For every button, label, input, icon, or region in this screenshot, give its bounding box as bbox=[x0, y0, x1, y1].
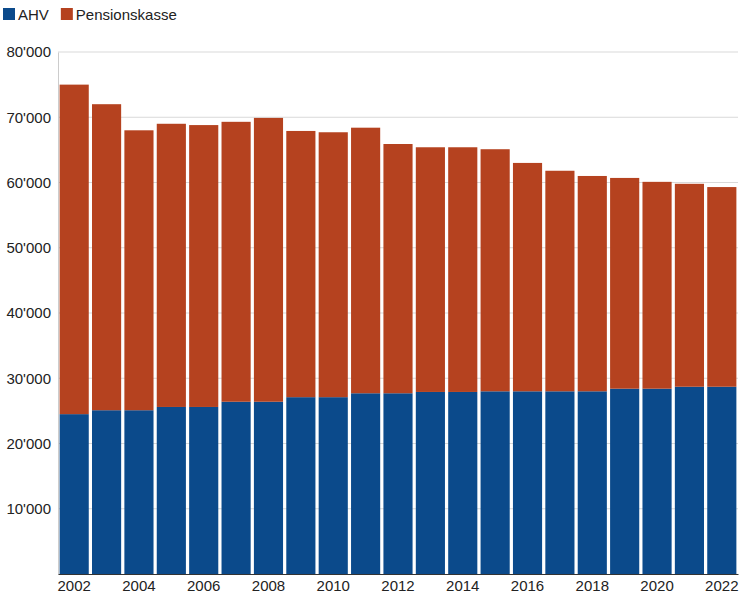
y-tick-label: 80'000 bbox=[6, 43, 51, 60]
y-tick: 80'000 bbox=[6, 43, 58, 60]
bar bbox=[157, 407, 186, 574]
x-tick-label: 2002 bbox=[58, 577, 91, 594]
grid-line bbox=[58, 52, 738, 53]
x-axis-line bbox=[59, 574, 739, 575]
y-tick-label: 40'000 bbox=[6, 304, 51, 321]
bar bbox=[254, 118, 283, 402]
x-tick-label: 2014 bbox=[446, 577, 479, 594]
bar bbox=[351, 128, 380, 394]
x-tick-label: 2018 bbox=[576, 577, 609, 594]
bar bbox=[60, 85, 89, 415]
bar bbox=[707, 387, 736, 574]
y-tick: 10'000 bbox=[6, 500, 58, 517]
y-axis-line bbox=[58, 53, 59, 575]
x-tick-label: 2010 bbox=[317, 577, 350, 594]
x-axis: 2002 2004 2006 2008 2010 2012 2014 2016 2018 2020… bbox=[58, 574, 739, 594]
y-tick: 50'000 bbox=[6, 239, 58, 256]
x-tick-label: 2004 bbox=[122, 577, 155, 594]
bar bbox=[383, 393, 412, 574]
y-tick: 70'000 bbox=[6, 109, 58, 126]
y-tick: 20'000 bbox=[6, 435, 58, 452]
bar bbox=[707, 187, 736, 387]
bar bbox=[124, 410, 153, 574]
bar bbox=[642, 182, 671, 389]
y-axis: 10'000 20'000 30'000 40'000 50'000 60'000 70'0… bbox=[6, 43, 58, 574]
bar bbox=[416, 392, 445, 574]
y-tick-label: 10'000 bbox=[6, 500, 51, 517]
x-tick: 2004 bbox=[122, 574, 155, 594]
bar bbox=[513, 391, 542, 574]
bar bbox=[578, 176, 607, 391]
bar bbox=[60, 414, 89, 574]
bars bbox=[60, 85, 737, 574]
bar bbox=[222, 122, 251, 402]
bar bbox=[92, 104, 121, 410]
bar bbox=[124, 130, 153, 410]
bar bbox=[286, 131, 315, 397]
grid-line bbox=[58, 117, 738, 118]
y-tick-label: 70'000 bbox=[6, 109, 51, 126]
bar bbox=[383, 144, 412, 393]
bar bbox=[675, 184, 704, 387]
bar bbox=[642, 389, 671, 574]
bar bbox=[286, 397, 315, 574]
bar bbox=[545, 171, 574, 392]
legend-swatch bbox=[61, 8, 73, 20]
x-tick: 2022 bbox=[705, 574, 738, 594]
x-tick: 2016 bbox=[511, 574, 544, 594]
chart: 10'000 20'000 30'000 40'000 50'000 60'000 70'0… bbox=[0, 0, 750, 601]
bar bbox=[189, 407, 218, 574]
x-tick: 2010 bbox=[317, 574, 350, 594]
y-tick-label: 20'000 bbox=[6, 435, 51, 452]
bar bbox=[351, 393, 380, 574]
y-tick-label: 60'000 bbox=[6, 174, 51, 191]
bar bbox=[578, 391, 607, 574]
legend-label: Pensionskasse bbox=[76, 6, 177, 23]
legend: AHV Pensionskasse bbox=[3, 6, 177, 23]
bar bbox=[157, 124, 186, 407]
bar bbox=[513, 163, 542, 391]
bar bbox=[416, 147, 445, 392]
bar bbox=[610, 178, 639, 389]
bar bbox=[481, 391, 510, 574]
y-tick: 40'000 bbox=[6, 304, 58, 321]
bar bbox=[92, 410, 121, 574]
bar bbox=[610, 389, 639, 574]
x-tick: 2002 bbox=[58, 574, 91, 594]
bar bbox=[254, 402, 283, 574]
x-tick: 2012 bbox=[381, 574, 414, 594]
legend-label: AHV bbox=[18, 6, 49, 23]
legend-item: Pensionskasse bbox=[61, 6, 177, 23]
x-tick: 2014 bbox=[446, 574, 479, 594]
x-tick-label: 2020 bbox=[640, 577, 673, 594]
y-tick-label: 30'000 bbox=[6, 370, 51, 387]
x-tick: 2018 bbox=[576, 574, 609, 594]
x-tick-label: 2016 bbox=[511, 577, 544, 594]
x-tick: 2006 bbox=[187, 574, 220, 594]
x-tick: 2008 bbox=[252, 574, 285, 594]
bar bbox=[319, 397, 348, 574]
bar bbox=[448, 147, 477, 392]
series bbox=[60, 85, 737, 415]
legend-swatch bbox=[3, 8, 15, 20]
bar bbox=[545, 391, 574, 574]
bar bbox=[675, 387, 704, 574]
x-tick-label: 2008 bbox=[252, 577, 285, 594]
y-tick: 30'000 bbox=[6, 370, 58, 387]
x-tick-label: 2012 bbox=[381, 577, 414, 594]
bar bbox=[222, 402, 251, 574]
y-tick: 60'000 bbox=[6, 174, 58, 191]
bar bbox=[189, 125, 218, 407]
x-tick-label: 2006 bbox=[187, 577, 220, 594]
series bbox=[60, 387, 737, 574]
bar bbox=[319, 132, 348, 397]
x-tick-label: 2022 bbox=[705, 577, 738, 594]
legend-item: AHV bbox=[3, 6, 49, 23]
y-tick-label: 50'000 bbox=[6, 239, 51, 256]
bar bbox=[448, 392, 477, 574]
x-tick: 2020 bbox=[640, 574, 673, 594]
bar bbox=[481, 149, 510, 391]
